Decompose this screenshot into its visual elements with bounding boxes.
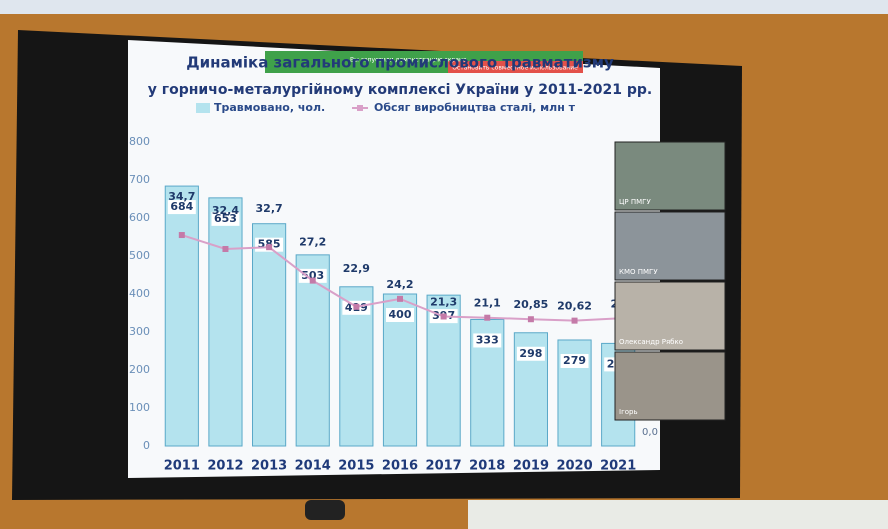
legend-label: Травмовано, чол.	[214, 101, 325, 114]
line-label: 32,7	[256, 202, 283, 215]
bar-label: 333	[476, 333, 499, 346]
webcam	[305, 500, 345, 520]
line-marker	[397, 296, 403, 302]
line-label: 20,62	[557, 300, 592, 313]
y-tick-label: 400	[129, 287, 150, 300]
x-tick-label: 2015	[338, 459, 374, 474]
x-tick-label: 2017	[426, 459, 462, 474]
participant-name: ЦР ПМГУ	[619, 198, 651, 206]
foreground-panel	[468, 500, 888, 529]
top-strip	[0, 0, 888, 14]
legend-marker	[357, 105, 363, 111]
y-tick-label: 700	[129, 173, 150, 186]
y-tick-label: 100	[129, 401, 150, 414]
line-marker	[528, 316, 534, 322]
y2-tick-label: 0,0	[642, 427, 658, 438]
x-tick-label: 2014	[295, 459, 331, 474]
line-marker	[222, 246, 228, 252]
bar-label: 298	[519, 347, 542, 360]
x-tick-label: 2011	[164, 459, 200, 474]
bar	[209, 198, 242, 446]
line-label: 21,3	[430, 295, 457, 308]
x-tick-label: 2019	[513, 459, 549, 474]
bar-label: 400	[389, 308, 412, 321]
x-tick-label: 2016	[382, 459, 418, 474]
line-label: 20,85	[514, 298, 549, 311]
scene: Вы запустили демонстрацию экрана Останов…	[0, 0, 888, 529]
legend-label: Обсяг виробництва сталі, млн т	[374, 101, 576, 114]
y-tick-label: 200	[129, 363, 150, 376]
participant-name: КМО ПМГУ	[619, 268, 658, 276]
line-marker	[441, 313, 447, 319]
y-tick-label: 300	[129, 325, 150, 338]
line-label: 24,2	[386, 278, 413, 291]
bar	[165, 186, 198, 446]
x-tick-label: 2018	[469, 459, 505, 474]
y-tick-label: 600	[129, 211, 150, 224]
line-label: 27,2	[299, 236, 326, 249]
line-label: 32,4	[212, 204, 239, 217]
line-label: 21,1	[474, 297, 501, 310]
x-tick-label: 2013	[251, 459, 287, 474]
line-marker	[572, 318, 578, 324]
x-tick-label: 2021	[600, 459, 636, 474]
chart-subtitle: у горничо-металургійному комплексі Украї…	[148, 82, 652, 98]
y-tick-label: 800	[129, 135, 150, 148]
legend-swatch	[196, 103, 210, 113]
line-label: 34,7	[168, 190, 195, 203]
line-label: 22,9	[343, 262, 370, 275]
x-tick-label: 2012	[207, 459, 243, 474]
y-tick-label: 500	[129, 249, 150, 262]
bar-label: 279	[563, 354, 586, 367]
line-marker	[353, 304, 359, 310]
participant-name: Олександр Рябко	[619, 338, 683, 346]
y-tick-label: 0	[143, 439, 150, 452]
participant-name: Ігорь	[619, 408, 638, 416]
chart-title: Динаміка загального промислового травмат…	[186, 54, 614, 72]
line-marker	[484, 315, 490, 321]
line-marker	[266, 244, 272, 250]
x-tick-label: 2020	[556, 459, 592, 474]
line-marker	[179, 232, 185, 238]
page: {"chart_data": {"type": "bar", "title": …	[0, 0, 888, 529]
line-marker	[310, 278, 316, 284]
